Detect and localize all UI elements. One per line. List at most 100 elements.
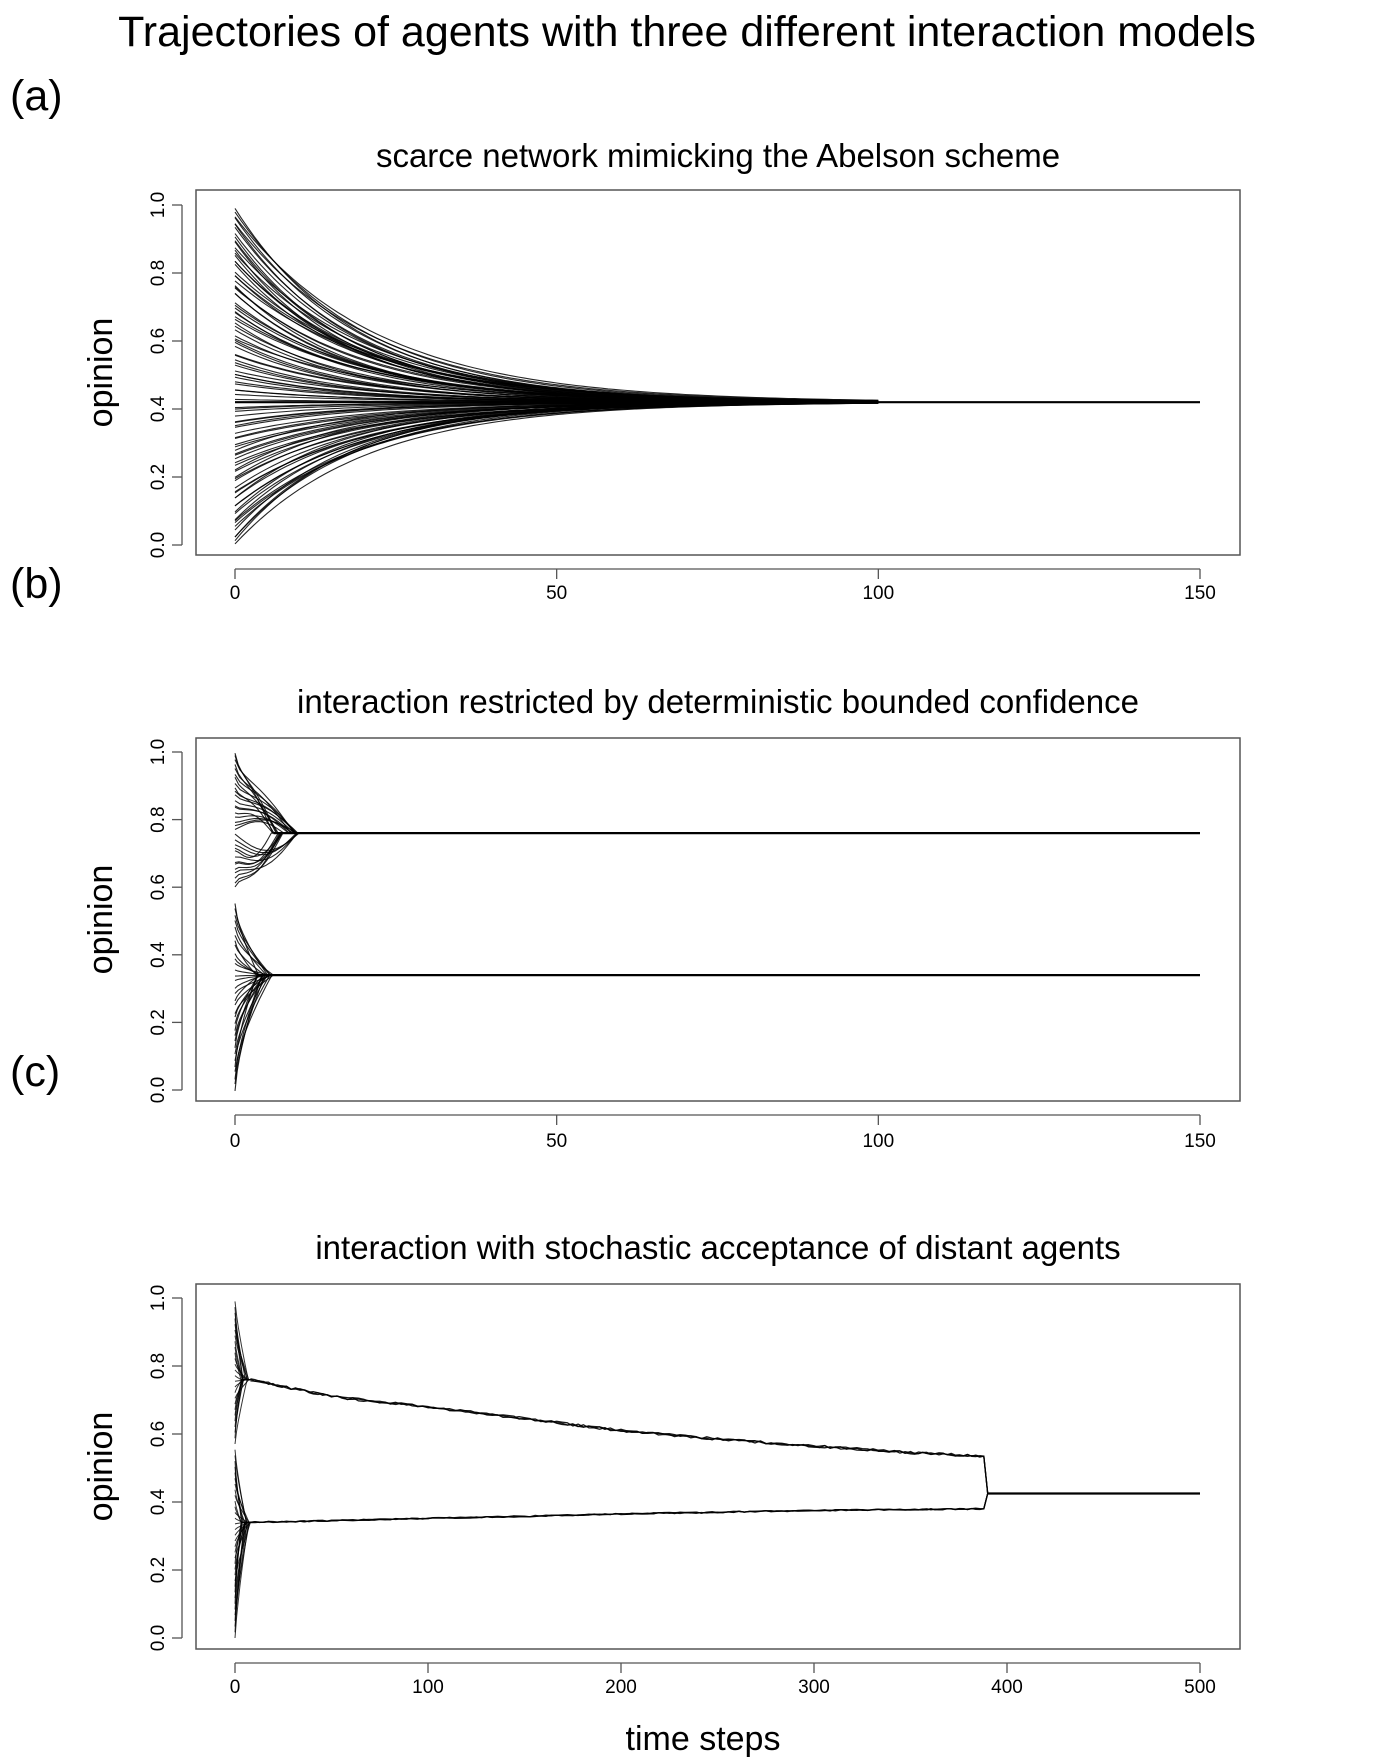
agent-trajectory	[234, 974, 274, 994]
plot-frame	[195, 189, 1241, 556]
cluster-trajectory	[250, 1493, 989, 1524]
y-tick-label: 0.6	[148, 874, 169, 900]
x-tick-label: 200	[605, 1677, 637, 1698]
x-tick-label: 0	[230, 1131, 241, 1152]
agent-trajectory	[234, 264, 879, 403]
agent-trajectory	[234, 832, 300, 851]
agent-trajectory	[234, 1352, 251, 1381]
y-tick-label: 1.0	[148, 739, 169, 765]
cluster-trajectory	[250, 1380, 989, 1494]
agent-trajectory	[234, 211, 879, 402]
agent-trajectory	[234, 800, 300, 834]
cluster-trajectory	[250, 1493, 989, 1524]
agent-trajectory	[234, 935, 274, 976]
y-tick-label: 0.8	[148, 806, 169, 832]
agent-trajectory	[234, 1307, 251, 1381]
agent-trajectory	[234, 1318, 251, 1381]
agent-trajectory	[234, 1449, 251, 1523]
agent-trajectory	[234, 974, 274, 1062]
agent-trajectory	[234, 1521, 251, 1639]
panel-b-plot: interaction restricted by deterministic …	[82, 683, 1241, 1152]
x-axis-label: time steps	[626, 1720, 781, 1758]
trajectories	[234, 208, 1200, 545]
agent-trajectory	[234, 1346, 251, 1381]
agent-trajectory	[234, 753, 300, 834]
panel-letter-c: (c)	[10, 1048, 61, 1096]
agent-trajectory	[234, 402, 879, 531]
agent-trajectory	[234, 217, 879, 402]
agent-trajectory	[234, 1522, 251, 1581]
panel-letter-a: (a)	[10, 72, 63, 120]
agent-trajectory	[234, 953, 274, 976]
x-tick-label: 50	[546, 583, 567, 604]
y-axis-label: opinion	[82, 318, 120, 428]
agent-trajectory	[234, 208, 879, 402]
y-tick-label: 0.6	[148, 328, 169, 354]
x-tick-label: 100	[412, 1677, 444, 1698]
x-tick-label: 150	[1184, 583, 1216, 604]
x-tick-label: 400	[991, 1677, 1023, 1698]
cluster-trajectory	[250, 1378, 989, 1494]
x-tick-label: 300	[798, 1677, 830, 1698]
agent-trajectory	[234, 940, 274, 976]
y-tick-label: 0.0	[148, 1625, 169, 1651]
y-tick-label: 0.8	[148, 260, 169, 286]
x-tick-label: 100	[862, 583, 894, 604]
y-tick-label: 0.0	[148, 532, 169, 558]
y-tick-label: 0.2	[148, 1557, 169, 1583]
agent-trajectory	[234, 233, 879, 402]
panel-title: interaction with stochastic acceptance o…	[315, 1229, 1120, 1266]
agent-trajectory	[234, 1379, 251, 1399]
y-tick-label: 0.2	[148, 1009, 169, 1035]
y-tick-label: 0.4	[148, 1488, 169, 1515]
agent-trajectory	[234, 759, 300, 834]
x-tick-label: 500	[1184, 1677, 1216, 1698]
x-tick-label: 150	[1184, 1131, 1216, 1152]
agent-trajectory	[234, 974, 274, 1048]
agent-trajectory	[234, 974, 274, 1031]
plot-frame	[195, 737, 1241, 1102]
x-tick-label: 100	[862, 1131, 894, 1152]
agent-trajectory	[234, 903, 274, 976]
y-tick-label: 0.4	[148, 941, 169, 968]
agent-trajectory	[234, 1461, 251, 1523]
agent-trajectory	[234, 1501, 251, 1523]
panel-title: interaction restricted by deterministic …	[297, 683, 1139, 720]
agent-trajectory	[234, 974, 274, 1055]
agent-trajectory	[234, 216, 879, 401]
agent-trajectory	[234, 812, 300, 834]
agent-trajectory	[234, 1301, 251, 1381]
agent-trajectory	[234, 974, 274, 1072]
cluster-trajectory	[250, 1378, 989, 1494]
y-tick-label: 0.0	[148, 1077, 169, 1103]
y-axis-label: opinion	[82, 1412, 120, 1522]
figure-title: Trajectories of agents with three differ…	[118, 8, 1256, 56]
plot-frame	[195, 1283, 1241, 1650]
panel-c-plot: interaction with stochastic acceptance o…	[82, 1229, 1241, 1698]
y-tick-label: 0.4	[148, 395, 169, 422]
y-tick-label: 0.8	[148, 1353, 169, 1379]
y-tick-label: 0.6	[148, 1421, 169, 1447]
x-tick-label: 0	[230, 1677, 241, 1698]
agent-trajectory	[234, 1521, 251, 1542]
panel-title: scarce network mimicking the Abelson sch…	[376, 137, 1060, 174]
y-tick-label: 1.0	[148, 192, 169, 218]
y-tick-label: 1.0	[148, 1285, 169, 1311]
agent-trajectory	[234, 926, 274, 976]
y-axis-label: opinion	[82, 865, 120, 975]
agent-trajectory	[234, 832, 300, 856]
agent-trajectory	[234, 402, 879, 494]
x-tick-label: 0	[230, 583, 241, 604]
agent-trajectory	[234, 402, 879, 527]
panel-a-plot: scarce network mimicking the Abelson sch…	[82, 137, 1241, 604]
cluster-trajectory	[250, 1493, 989, 1524]
y-tick-label: 0.2	[148, 464, 169, 490]
agent-trajectory	[234, 832, 300, 874]
agent-trajectory	[234, 974, 274, 1014]
panel-letter-b: (b)	[10, 560, 63, 608]
agent-trajectory	[234, 920, 274, 976]
trajectories	[234, 1301, 1200, 1639]
agent-trajectory	[234, 821, 300, 834]
x-tick-label: 50	[546, 1131, 567, 1152]
